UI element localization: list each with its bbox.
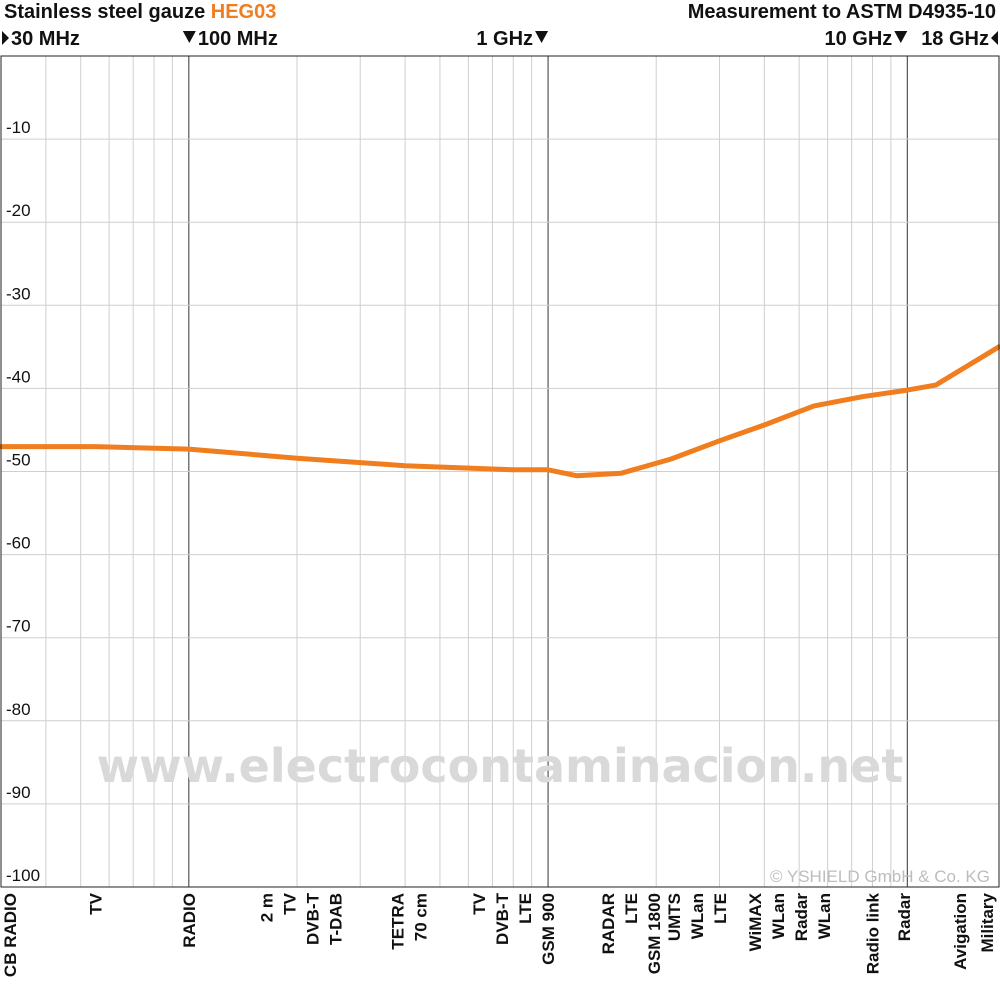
y-tick-label: -20 — [6, 201, 31, 220]
chart-title: Stainless steel gauze HEG03 — [4, 1, 276, 23]
band-label: WLan — [815, 893, 834, 939]
title-prefix: Stainless steel gauze — [4, 1, 205, 23]
frequency-markers: 30 MHz 100 MHz 1 GHz 10 GHz 18 GHz — [2, 28, 998, 50]
y-tick-label: -100 — [6, 866, 40, 885]
band-label: UMTS — [665, 893, 684, 941]
band-label: CB RADIO — [1, 893, 20, 977]
band-label: LTE — [711, 893, 730, 924]
y-tick-label: -30 — [6, 284, 31, 303]
band-label: DVB-T — [493, 892, 512, 945]
y-tick-label: -10 — [6, 118, 31, 137]
band-label: Avigation — [951, 893, 970, 970]
band-label: RADAR — [599, 893, 618, 954]
band-label: WiMAX — [746, 892, 765, 951]
watermark: www.electrocontaminacion.net — [97, 739, 904, 793]
band-labels: CB RADIO TV RADIO 2 m TV DVB-T T-DAB TETRA 70 cm… — [1, 892, 997, 977]
copyright: © YSHIELD GmbH & Co. KG — [770, 867, 990, 886]
band-label: Radio link — [863, 892, 882, 974]
chart-subtitle: Measurement to ASTM D4935-10 — [688, 1, 996, 23]
series-line — [0, 344, 1000, 479]
triangle-down-icon — [894, 31, 908, 43]
band-label: Military — [978, 892, 997, 952]
plot-border — [0, 55, 1000, 888]
band-label: 70 cm — [411, 893, 430, 941]
frequency-marker-label: 30 MHz — [11, 28, 80, 50]
triangle-left-icon — [991, 31, 998, 45]
band-label: WLan — [769, 893, 788, 939]
band-label: 2 m — [257, 893, 276, 922]
y-tick-label: -60 — [6, 534, 31, 553]
band-label: GSM 900 — [539, 893, 558, 965]
y-axis: -10 -20 -30 -40 -50 -60 -70 -80 -90 -100 — [6, 118, 40, 885]
band-label: TV — [280, 892, 299, 914]
y-tick-label: -40 — [6, 367, 31, 386]
triangle-down-icon — [182, 31, 196, 43]
band-label: TV — [87, 892, 106, 914]
band-label: TV — [470, 892, 489, 914]
triangle-right-icon — [2, 31, 9, 45]
triangle-down-icon — [535, 31, 549, 43]
title-product: HEG03 — [211, 1, 277, 23]
series-layer — [0, 344, 1000, 479]
frequency-marker-label: 18 GHz — [921, 28, 989, 50]
band-label: RADIO — [180, 893, 199, 948]
frequency-marker-label: 10 GHz — [824, 28, 892, 50]
band-label: Radar — [895, 893, 914, 942]
band-label: DVB-T — [303, 892, 322, 945]
band-label: WLan — [688, 893, 707, 939]
band-label: TETRA — [388, 893, 407, 950]
y-tick-label: -70 — [6, 617, 31, 636]
band-label: LTE — [516, 893, 535, 924]
frequency-marker-label: 1 GHz — [476, 28, 533, 50]
y-tick-label: -50 — [6, 451, 31, 470]
band-label: T-DAB — [326, 893, 345, 945]
band-label: Radar — [792, 893, 811, 942]
frequency-marker-label: 100 MHz — [198, 28, 278, 50]
band-label: LTE — [622, 893, 641, 924]
y-tick-label: -80 — [6, 700, 31, 719]
y-tick-label: -90 — [6, 783, 31, 802]
band-label: GSM 1800 — [645, 893, 664, 974]
